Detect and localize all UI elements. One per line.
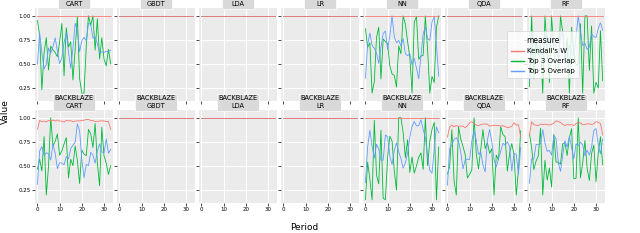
- Title: GOOGLE
RF: GOOGLE RF: [552, 0, 580, 7]
- Text: Period: Period: [290, 223, 318, 232]
- Title: GOOGLE
GBDT: GOOGLE GBDT: [142, 0, 170, 7]
- Title: BACKBLAZE
GBDT: BACKBLAZE GBDT: [136, 96, 175, 109]
- Title: BACKBLAZE
NN: BACKBLAZE NN: [383, 96, 422, 109]
- Title: GOOGLE
NN: GOOGLE NN: [388, 0, 416, 7]
- Title: BACKBLAZE
RF: BACKBLAZE RF: [547, 96, 586, 109]
- Title: BACKBLAZE
CART: BACKBLAZE CART: [54, 96, 93, 109]
- Title: GOOGLE
CART: GOOGLE CART: [60, 0, 88, 7]
- Title: GOOGLE
QDA: GOOGLE QDA: [470, 0, 499, 7]
- Text: Value: Value: [1, 99, 10, 124]
- Title: GOOGLE
LR: GOOGLE LR: [306, 0, 334, 7]
- Title: GOOGLE
LDA: GOOGLE LDA: [224, 0, 252, 7]
- Title: BACKBLAZE
LDA: BACKBLAZE LDA: [218, 96, 258, 109]
- Legend: Kendall's W, Top 3 Overlap, Top 5 Overlap: Kendall's W, Top 3 Overlap, Top 5 Overla…: [507, 31, 579, 79]
- Title: BACKBLAZE
QDA: BACKBLAZE QDA: [465, 96, 504, 109]
- Title: BACKBLAZE
LR: BACKBLAZE LR: [301, 96, 340, 109]
